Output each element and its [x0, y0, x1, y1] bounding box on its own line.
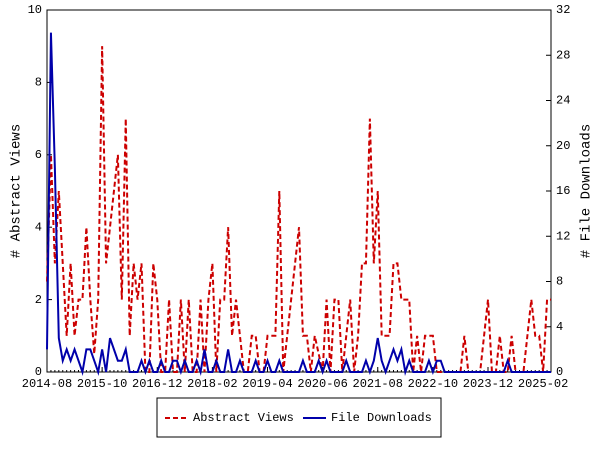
x-tick-label: 2016-12	[132, 377, 182, 391]
y2-tick-label: 12	[556, 229, 570, 243]
y-tick-label: 6	[35, 148, 42, 162]
y2-tick-label: 0	[556, 365, 563, 379]
x-tick-label: 2021-08	[353, 377, 403, 391]
y2-tick-label: 20	[556, 139, 570, 153]
x-tick-label: 2019-04	[242, 377, 292, 391]
data-line	[46, 46, 551, 373]
x-tick-label: 2014-08	[22, 377, 72, 391]
x-tick-label: 2025-02	[518, 377, 568, 391]
y2-tick-label: 32	[556, 3, 570, 17]
legend-label: File Downloads	[331, 411, 432, 425]
y2-axis-label: # File Downloads	[579, 124, 595, 258]
y2-tick-label: 4	[556, 320, 563, 334]
x-tick-label: 2015-10	[77, 377, 127, 391]
y-tick-label: 4	[35, 220, 42, 234]
plot-frame	[46, 9, 552, 373]
y2-tick-label: 24	[556, 94, 570, 108]
legend-box	[156, 397, 442, 438]
legend-label: Abstract Views	[193, 411, 294, 425]
y2-tick-label: 8	[556, 275, 563, 289]
y-tick-label: 2	[35, 293, 42, 307]
x-tick-label: 2020-06	[297, 377, 347, 391]
x-tick-label: 2023-12	[463, 377, 513, 391]
x-tick-label: 2022-10	[408, 377, 458, 391]
y2-tick-label: 28	[556, 48, 570, 62]
x-tick-label: 2018-02	[187, 377, 237, 391]
y-tick-label: 0	[35, 365, 42, 379]
y2-tick-label: 16	[556, 184, 570, 198]
y-tick-label: 10	[28, 3, 42, 17]
y-axis-label: # Abstract Views	[9, 124, 25, 258]
y-tick-label: 8	[35, 76, 42, 90]
data-line	[46, 32, 551, 376]
